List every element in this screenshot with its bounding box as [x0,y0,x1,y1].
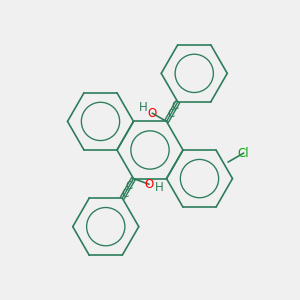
Text: H: H [139,101,148,114]
Text: O: O [144,178,154,191]
Text: Cl: Cl [238,147,250,160]
Text: O: O [148,107,157,120]
Text: C: C [126,181,133,191]
Text: C: C [172,101,179,111]
Text: H: H [154,181,163,194]
Text: C: C [121,189,128,199]
Text: C: C [167,109,174,119]
